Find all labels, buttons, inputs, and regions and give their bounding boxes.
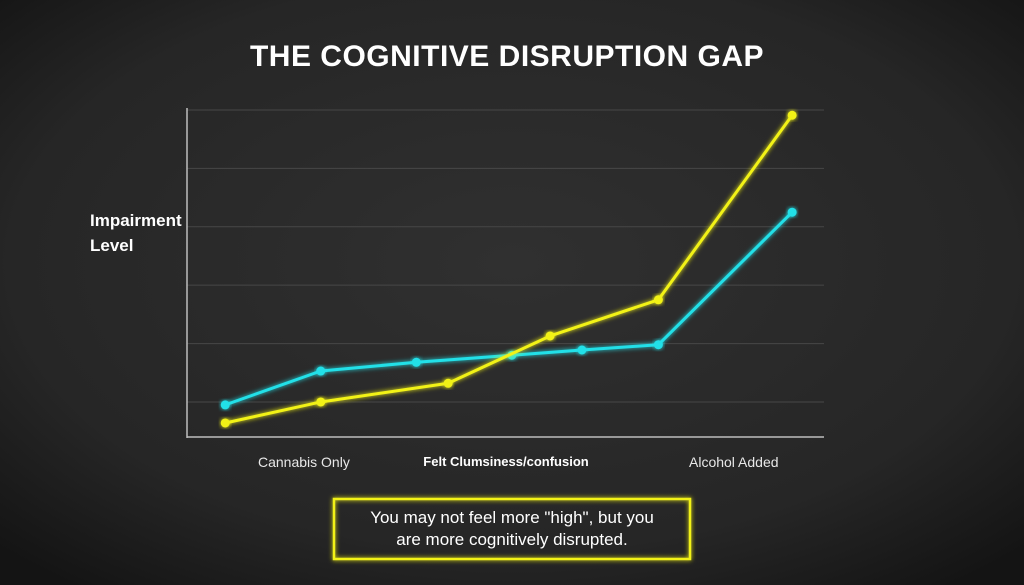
annotation: You may not feel more "high", but you ar… — [370, 508, 654, 549]
lines — [220, 110, 797, 428]
data-point — [653, 295, 663, 305]
annotation-box — [332, 497, 692, 561]
grid — [187, 109, 824, 403]
data-point — [545, 331, 555, 341]
data-point — [443, 378, 453, 388]
y-axis-label-box: Impairment Level — [90, 211, 182, 255]
data-point — [316, 397, 326, 407]
data-point — [316, 366, 326, 376]
legend-label: Cannabis Only — [258, 454, 350, 470]
data-point — [220, 400, 230, 410]
data-point — [653, 340, 663, 350]
data-point — [411, 357, 421, 367]
x-axis-label: Felt Clumsiness/confusion — [423, 454, 588, 469]
data-point — [787, 110, 797, 120]
data-point — [220, 418, 230, 428]
annotation-wrap: You may not feel more "high", but you ar… — [370, 508, 654, 549]
y-axis-label: Impairment Level — [90, 211, 182, 255]
chart-title: THE COGNITIVE DISRUPTION GAP — [250, 40, 764, 73]
data-point — [577, 345, 587, 355]
data-point — [787, 207, 797, 217]
series-line — [224, 114, 794, 425]
legend: Cannabis Only Alcohol Added — [212, 454, 779, 470]
legend-label: Alcohol Added — [689, 454, 779, 470]
